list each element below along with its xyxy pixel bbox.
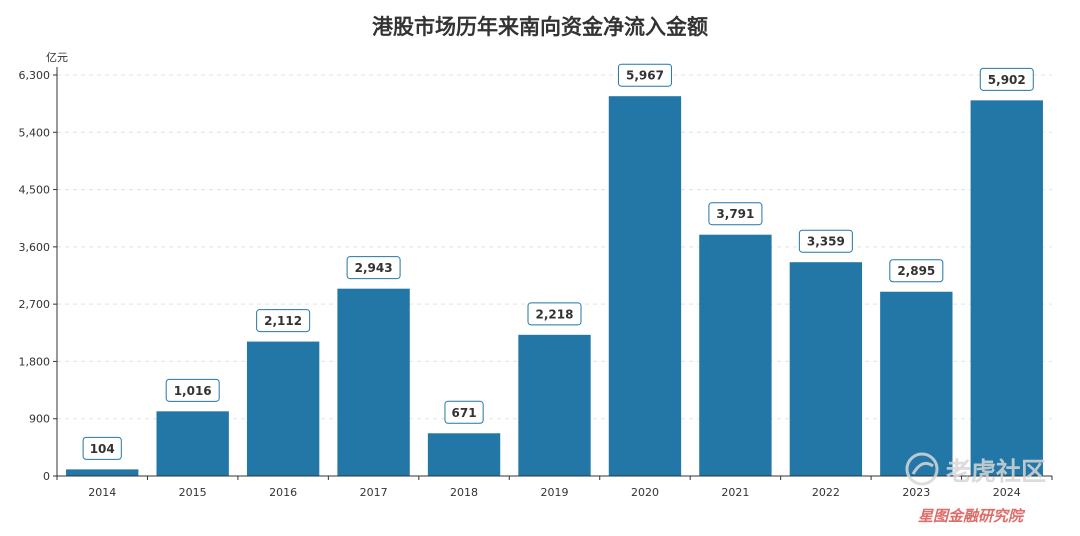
data-label-2016: 2,112 — [256, 309, 311, 333]
bar-2022 — [789, 262, 863, 476]
y-tick-label: 4,500 — [19, 184, 51, 197]
bar-2017 — [337, 288, 410, 476]
bar-2020 — [608, 96, 682, 477]
data-label-2022: 3,359 — [798, 229, 853, 253]
data-label-2017: 2,943 — [346, 256, 401, 280]
data-label-2018: 671 — [444, 400, 484, 424]
data-label-box — [979, 67, 1034, 91]
x-tick-label: 2020 — [631, 486, 659, 499]
bar-2021 — [699, 234, 772, 476]
y-tick-label: 3,600 — [19, 241, 51, 254]
x-tick-label: 2019 — [541, 486, 569, 499]
x-tick-label: 2017 — [360, 486, 388, 499]
data-label-box — [527, 302, 582, 326]
data-label-2014: 104 — [82, 436, 122, 460]
bar-2018 — [427, 433, 501, 476]
data-label-box — [798, 229, 853, 253]
x-tick-label: 2024 — [993, 486, 1021, 499]
x-tick-label: 2023 — [902, 486, 930, 499]
data-label-text: 671 — [452, 406, 477, 420]
data-label-2020: 5,967 — [617, 63, 672, 87]
x-tick-label: 2015 — [179, 486, 207, 499]
x-tick-label: 2016 — [269, 486, 297, 499]
bar-2014 — [66, 469, 139, 476]
data-label-2019: 2,218 — [527, 302, 582, 326]
data-label-text: 104 — [90, 442, 115, 456]
x-tick-label: 2022 — [812, 486, 840, 499]
data-label-text: 5,902 — [988, 73, 1026, 87]
data-label-text: 2,895 — [897, 264, 935, 278]
y-tick-label: 5,400 — [19, 126, 51, 139]
tiger-logo-icon — [905, 452, 939, 486]
data-label-box — [165, 378, 220, 402]
data-label-text: 3,359 — [807, 235, 845, 249]
axes: 0 900 1,800 2,700 3,600 4,500 5,400 6,300 2014 20… — [19, 67, 1053, 499]
data-label-text: 5,967 — [626, 69, 664, 83]
data-label-box — [708, 202, 763, 226]
data-label-box — [444, 400, 484, 424]
data-label-text: 1,016 — [174, 384, 212, 398]
bar-2019 — [518, 334, 591, 476]
y-axis-unit-label: 亿元 — [46, 51, 68, 64]
watermark: 老虎社区 星图金融研究院 — [905, 452, 1046, 525]
watermark-sub: 星图金融研究院 — [918, 507, 1026, 525]
y-tick-label: 1,800 — [19, 355, 51, 368]
data-label-box — [256, 309, 311, 333]
bars — [66, 96, 1043, 477]
data-label-box — [346, 256, 401, 280]
data-label-text: 2,112 — [264, 314, 302, 328]
data-label-text: 2,943 — [355, 261, 393, 275]
y-tick-label: 0 — [43, 470, 50, 483]
data-label-2023: 2,895 — [889, 259, 944, 283]
data-label-2024: 5,902 — [979, 67, 1034, 91]
bar-2016 — [246, 341, 320, 476]
bar-2023 — [880, 291, 953, 476]
x-tick-label: 2021 — [721, 486, 749, 499]
x-tick-label: 2014 — [88, 486, 116, 499]
data-label-text: 2,218 — [536, 307, 574, 321]
bar-2024 — [970, 100, 1043, 477]
y-tick-label: 900 — [29, 413, 50, 426]
y-tick-label: 2,700 — [19, 298, 51, 311]
chart-title: 港股市场历年来南向资金净流入金额 — [372, 15, 708, 39]
data-label-2021: 3,791 — [708, 202, 763, 226]
watermark-brand: 老虎社区 — [946, 457, 1046, 486]
data-label-box — [889, 259, 944, 283]
data-label-box — [82, 436, 122, 460]
x-tick-label: 2018 — [450, 486, 478, 499]
data-label-box — [617, 63, 672, 87]
data-labels: 104 1,016 2,112 2,943 671 2,218 5,967 3,791 3,35… — [82, 63, 1034, 460]
bar-2015 — [156, 411, 229, 476]
data-label-text: 3,791 — [716, 207, 754, 221]
y-tick-label: 6,300 — [19, 69, 51, 82]
data-label-2015: 1,016 — [165, 378, 220, 402]
